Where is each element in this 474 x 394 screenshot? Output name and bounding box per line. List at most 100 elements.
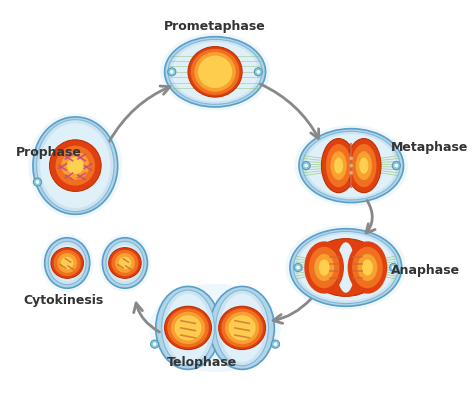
Circle shape: [273, 342, 277, 346]
Ellipse shape: [164, 306, 211, 349]
Circle shape: [36, 180, 39, 184]
Circle shape: [390, 264, 398, 271]
Ellipse shape: [28, 113, 122, 218]
Ellipse shape: [346, 139, 381, 193]
Ellipse shape: [48, 242, 86, 284]
Ellipse shape: [334, 158, 343, 174]
Circle shape: [170, 70, 173, 74]
Circle shape: [392, 266, 395, 269]
Circle shape: [349, 156, 353, 160]
Ellipse shape: [51, 248, 83, 278]
Text: Anaphase: Anaphase: [391, 264, 460, 277]
Ellipse shape: [337, 242, 355, 293]
Ellipse shape: [40, 123, 110, 208]
Ellipse shape: [171, 312, 205, 344]
Ellipse shape: [50, 140, 101, 191]
Ellipse shape: [62, 152, 89, 180]
Ellipse shape: [216, 290, 268, 366]
Ellipse shape: [321, 139, 356, 193]
Ellipse shape: [174, 315, 201, 340]
Circle shape: [151, 340, 159, 348]
Ellipse shape: [314, 254, 334, 281]
Ellipse shape: [149, 284, 281, 372]
Ellipse shape: [54, 250, 81, 276]
Ellipse shape: [285, 225, 406, 310]
Ellipse shape: [111, 250, 138, 276]
Ellipse shape: [309, 239, 383, 296]
Ellipse shape: [356, 151, 372, 180]
Circle shape: [256, 70, 260, 74]
Ellipse shape: [362, 259, 373, 276]
Circle shape: [302, 162, 310, 170]
Ellipse shape: [290, 229, 401, 306]
Ellipse shape: [172, 42, 258, 102]
Circle shape: [33, 178, 42, 186]
Ellipse shape: [228, 315, 255, 340]
Ellipse shape: [220, 294, 264, 362]
Ellipse shape: [55, 146, 95, 186]
Circle shape: [168, 68, 176, 76]
Text: Cytokinesis: Cytokinesis: [23, 294, 103, 307]
Ellipse shape: [57, 253, 77, 273]
Circle shape: [304, 164, 308, 167]
Ellipse shape: [67, 157, 83, 174]
Ellipse shape: [299, 129, 403, 203]
Circle shape: [296, 266, 300, 269]
Ellipse shape: [164, 37, 265, 107]
Ellipse shape: [326, 144, 351, 187]
Ellipse shape: [167, 309, 209, 347]
Text: Prophase: Prophase: [16, 147, 82, 160]
Ellipse shape: [297, 234, 394, 301]
Ellipse shape: [168, 39, 262, 104]
Ellipse shape: [115, 253, 135, 273]
Ellipse shape: [352, 247, 383, 288]
Ellipse shape: [221, 309, 263, 347]
Text: Metaphase: Metaphase: [391, 141, 468, 154]
Ellipse shape: [210, 286, 274, 370]
Ellipse shape: [359, 158, 368, 174]
Ellipse shape: [156, 286, 220, 370]
Circle shape: [349, 164, 353, 167]
Ellipse shape: [219, 306, 265, 349]
Ellipse shape: [351, 144, 376, 187]
Ellipse shape: [191, 49, 239, 95]
Ellipse shape: [306, 134, 396, 197]
Ellipse shape: [109, 245, 140, 281]
Ellipse shape: [302, 131, 400, 200]
Circle shape: [294, 264, 302, 271]
Ellipse shape: [162, 290, 214, 366]
Ellipse shape: [330, 151, 346, 180]
Circle shape: [349, 171, 353, 175]
Ellipse shape: [106, 242, 144, 284]
Circle shape: [254, 68, 263, 76]
Ellipse shape: [109, 248, 141, 278]
Ellipse shape: [309, 247, 339, 288]
Ellipse shape: [41, 234, 93, 292]
Ellipse shape: [61, 256, 73, 269]
Circle shape: [394, 164, 398, 167]
Ellipse shape: [99, 234, 151, 292]
Circle shape: [153, 342, 156, 346]
Ellipse shape: [45, 238, 90, 288]
Ellipse shape: [166, 294, 210, 362]
Ellipse shape: [52, 245, 82, 281]
Ellipse shape: [225, 312, 259, 344]
Ellipse shape: [294, 125, 408, 206]
Ellipse shape: [357, 254, 377, 281]
Text: Telophase: Telophase: [166, 356, 237, 369]
Ellipse shape: [194, 52, 236, 92]
Ellipse shape: [347, 242, 387, 294]
Ellipse shape: [36, 120, 114, 212]
Ellipse shape: [319, 259, 329, 276]
Ellipse shape: [304, 242, 344, 294]
Circle shape: [392, 162, 401, 170]
Text: Prometaphase: Prometaphase: [164, 20, 266, 33]
Ellipse shape: [160, 33, 270, 111]
Ellipse shape: [102, 238, 147, 288]
Ellipse shape: [198, 56, 232, 88]
Ellipse shape: [293, 231, 398, 303]
Ellipse shape: [33, 117, 118, 214]
Circle shape: [272, 340, 280, 348]
Ellipse shape: [188, 46, 242, 97]
Ellipse shape: [118, 256, 131, 269]
